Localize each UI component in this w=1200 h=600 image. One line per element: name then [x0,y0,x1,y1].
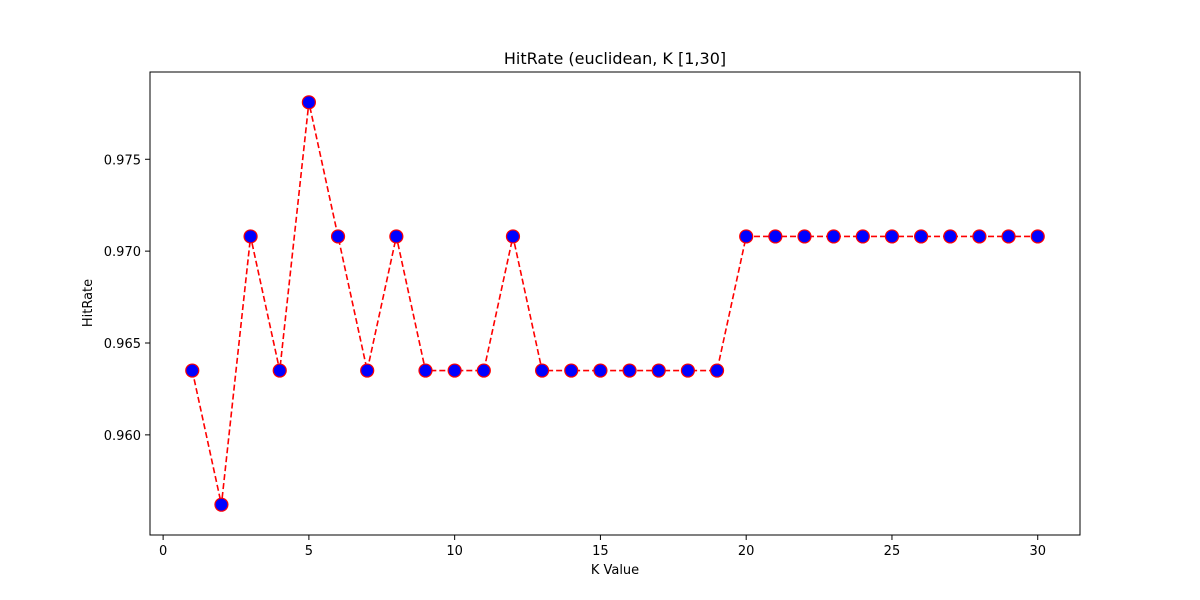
y-tick-label: 0.965 [104,337,141,352]
data-point [360,363,375,378]
x-axis-title: K Value [591,563,639,578]
data-point [389,229,404,244]
x-tick-label: 5 [305,544,313,559]
data-point [768,229,783,244]
data-point [301,95,316,110]
y-tick-label: 0.970 [104,245,141,260]
x-tick-label: 25 [884,544,901,559]
x-tick-label: 20 [738,544,755,559]
data-point [680,363,695,378]
data-point [535,363,550,378]
data-point [1030,229,1045,244]
data-point [272,363,287,378]
axes-frame [149,71,1081,536]
data-point [651,363,666,378]
data-point [709,363,725,378]
data-point [505,229,521,244]
data-point [797,229,812,244]
data-point [972,229,987,244]
data-point [622,363,637,378]
plot-area: 0 5 10 15 20 25 30 0.960 0.965 0.970 0.975 [104,71,1081,559]
x-tick-label: 30 [1029,544,1046,559]
data-point [476,363,491,378]
data-point [447,363,462,378]
data-point [330,229,346,244]
data-point [826,229,841,244]
data-point [185,363,200,378]
y-axis-title: HitRate [81,279,96,327]
y-tick-label: 0.960 [104,429,141,444]
chart-title: HitRate (euclidean, K [1,30] [504,49,726,68]
data-point [1001,229,1016,244]
x-tick-label: 10 [446,544,463,559]
data-point [214,497,229,512]
data-point [593,363,608,378]
data-point [243,229,258,244]
x-tick-label: 15 [592,544,609,559]
series-line [191,102,1038,505]
y-tick-label: 0.975 [104,153,141,168]
data-point [564,363,579,378]
data-point [418,363,433,378]
data-point [914,229,929,244]
data-point [884,229,900,244]
x-tick-label: 0 [159,544,167,559]
data-point [943,229,958,244]
data-point [855,229,870,244]
data-point [739,229,754,244]
